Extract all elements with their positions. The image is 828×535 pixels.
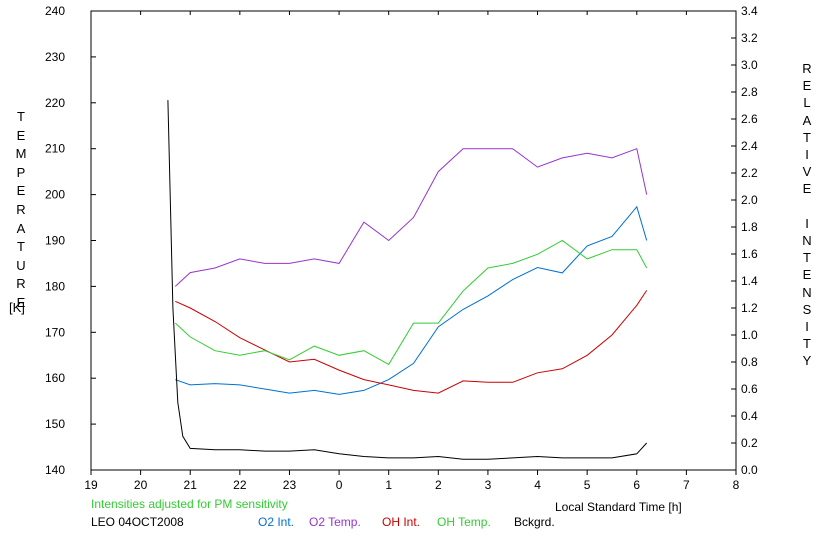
y-right-tick-label: 3.4 <box>741 4 758 18</box>
y-left-tick-label: 170 <box>45 325 65 339</box>
x-tick-label: 4 <box>534 478 541 492</box>
series-layer <box>167 100 648 460</box>
right-y-axis: 0.0 0.2 0.4 0.6 0.8 1.0 1.2 1.4 1.6 1.8 2.0 2.2 2.4 2… <box>731 4 758 477</box>
y-left-tick-label: 210 <box>45 142 65 156</box>
left-axis-unit: [K] <box>9 300 25 315</box>
x-axis-title: Local Standard Time [h] <box>555 500 682 514</box>
x-tick-label: 22 <box>233 478 247 492</box>
y-right-tick-label: 2.2 <box>741 166 758 180</box>
x-tick-label: 19 <box>84 478 98 492</box>
legend-o2-temp: O2 Temp. <box>309 515 361 529</box>
y-left-tick-label: 140 <box>45 463 65 477</box>
x-tick-label: 23 <box>283 478 297 492</box>
y-left-tick-label: 150 <box>45 417 65 431</box>
legend-oh-temp: OH Temp. <box>437 515 491 529</box>
y-right-tick-label: 1.0 <box>741 328 758 342</box>
x-tick-label: 6 <box>633 478 640 492</box>
y-right-tick-label: 3.0 <box>741 58 758 72</box>
x-tick-label: 8 <box>733 478 740 492</box>
y-right-tick-label: 0.4 <box>741 409 758 423</box>
x-tick-label: 2 <box>435 478 442 492</box>
y-right-tick-label: 3.2 <box>741 31 758 45</box>
x-axis: 19 20 21 22 23 0 1 2 3 4 5 6 7 8 <box>84 11 740 492</box>
x-tick-label: 20 <box>134 478 148 492</box>
y-right-tick-label: 0.6 <box>741 382 758 396</box>
series-line-oh-temp <box>174 239 648 366</box>
y-left-tick-label: 220 <box>45 96 65 110</box>
series-line-o2-int <box>175 205 648 395</box>
y-left-tick-label: 240 <box>45 4 65 18</box>
legend-bckgrd: Bckgrd. <box>514 515 555 529</box>
y-right-tick-label: 1.4 <box>741 274 758 288</box>
station-label: LEO 04OCT2008 <box>91 515 184 529</box>
legend-o2-int: O2 Int. <box>258 515 295 529</box>
x-tick-label: 5 <box>584 478 591 492</box>
y-left-tick-label: 190 <box>45 234 65 248</box>
y-right-tick-label: 0.2 <box>741 436 758 450</box>
left-y-axis: 140 150 160 170 180 190 200 210 220 230 240 <box>45 4 96 477</box>
y-left-tick-label: 180 <box>45 279 65 293</box>
y-left-tick-label: 230 <box>45 50 65 64</box>
x-tick-label: 21 <box>184 478 198 492</box>
legend-oh-int: OH Int. <box>382 515 421 529</box>
y-right-tick-label: 1.2 <box>741 301 758 315</box>
y-right-tick-label: 2.4 <box>741 139 758 153</box>
y-right-tick-label: 1.8 <box>741 220 758 234</box>
y-left-tick-label: 200 <box>45 188 65 202</box>
series-line-o2-temp <box>174 148 648 287</box>
y-right-tick-label: 0.8 <box>741 355 758 369</box>
x-tick-label: 0 <box>336 478 343 492</box>
x-tick-label: 3 <box>485 478 492 492</box>
sensitivity-note: Intensities adjusted for PM sensitivity <box>91 497 288 511</box>
y-right-tick-label: 0.0 <box>741 463 758 477</box>
x-tick-label: 7 <box>683 478 690 492</box>
y-right-tick-label: 1.6 <box>741 247 758 261</box>
x-tick-label: 1 <box>385 478 392 492</box>
y-right-tick-label: 2.8 <box>741 85 758 99</box>
series-line-oh-int <box>175 290 648 394</box>
plot-frame <box>90 10 737 471</box>
y-right-tick-label: 2.0 <box>741 193 758 207</box>
y-right-tick-label: 2.6 <box>741 112 758 126</box>
series-line-bckgrd <box>167 100 648 460</box>
y-left-tick-label: 160 <box>45 371 65 385</box>
